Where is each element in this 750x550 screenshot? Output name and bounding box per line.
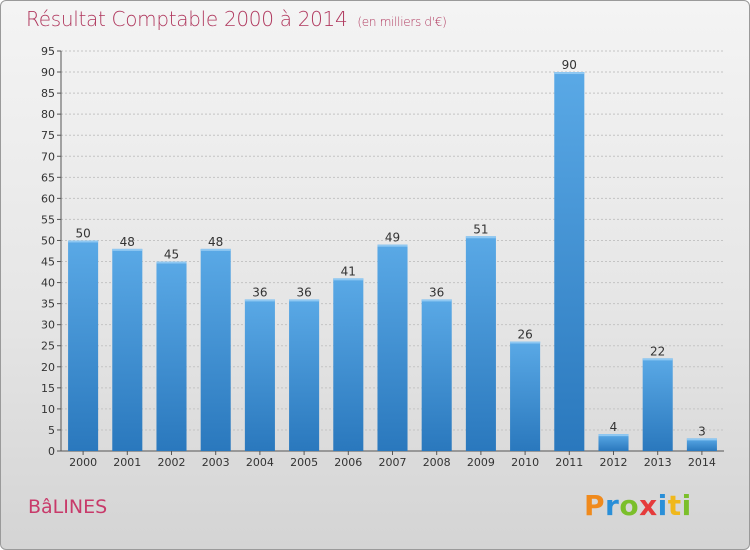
bar-highlight — [686, 438, 717, 441]
logo-letter: i — [657, 489, 668, 522]
bar — [554, 72, 585, 451]
y-tick-label: 10 — [41, 403, 55, 416]
bar-value-label: 22 — [650, 344, 665, 358]
x-tick-label: 2007 — [379, 456, 407, 469]
y-tick-label: 60 — [41, 192, 55, 205]
x-tick-label: 2012 — [600, 456, 628, 469]
x-tick-label: 2000 — [69, 456, 97, 469]
y-tick-label: 40 — [41, 277, 55, 290]
y-tick-label: 55 — [41, 213, 55, 226]
bar-value-label: 50 — [75, 226, 90, 240]
y-tick-label: 65 — [41, 171, 55, 184]
chart-title: Résultat Comptable 2000 à 2014 (en millie… — [26, 7, 447, 31]
bar-highlight — [554, 72, 585, 75]
logo-letter: o — [619, 489, 640, 522]
x-tick-label: 2003 — [202, 456, 230, 469]
bar — [465, 236, 496, 451]
bar-value-label: 26 — [517, 328, 532, 342]
x-tick-label: 2008 — [423, 456, 451, 469]
title-text: Résultat Comptable 2000 à 2014 — [26, 7, 348, 31]
y-tick-label: 85 — [41, 87, 55, 100]
commune-name: BâLINES — [28, 496, 108, 518]
logo-letter: P — [584, 489, 606, 522]
bar-value-label: 36 — [252, 285, 267, 299]
bar-highlight — [289, 299, 320, 302]
bar — [421, 299, 452, 451]
logo-letter: i — [681, 489, 692, 522]
y-tick-label: 75 — [41, 129, 55, 142]
bar-value-label: 48 — [120, 235, 135, 249]
x-tick-label: 2014 — [688, 456, 716, 469]
bar-highlight — [642, 358, 673, 361]
bar — [112, 248, 143, 451]
y-tick-label: 80 — [41, 108, 55, 121]
grid-lines — [61, 50, 724, 431]
x-tick-label: 2005 — [290, 456, 318, 469]
value-labels: 50 48 45 48 36 36 41 49 36 51 26 90 4 22 3 — [75, 58, 705, 438]
x-tick-label: 2011 — [555, 456, 583, 469]
bar-value-label: 45 — [164, 248, 179, 262]
bars — [68, 72, 717, 451]
bar — [244, 299, 275, 451]
bar-value-label: 4 — [610, 420, 618, 434]
bar-highlight — [421, 299, 452, 302]
x-tick-label: 2002 — [158, 456, 186, 469]
x-tick-label: 2009 — [467, 456, 495, 469]
x-tick-label: 2013 — [644, 456, 672, 469]
bar — [156, 261, 187, 451]
bar-value-label: 41 — [341, 264, 356, 278]
y-tick-label: 35 — [41, 298, 55, 311]
x-tick-label: 2001 — [113, 456, 141, 469]
bar-value-label: 49 — [385, 231, 400, 245]
tick-labels: 0 5 10 15 20 25 30 35 40 45 50 55 60 65 70 75 80 85 90 95 20… — [41, 45, 716, 469]
proxiti-logo: Proxiti — [584, 489, 692, 522]
y-tick-label: 50 — [41, 234, 55, 247]
bar-highlight — [156, 261, 187, 264]
y-tick-label: 45 — [41, 256, 55, 269]
bar-value-label: 36 — [296, 285, 311, 299]
chart-subtitle: (en milliers d'€) — [357, 15, 447, 29]
bar — [333, 278, 364, 451]
bar-value-label: 3 — [698, 424, 706, 438]
bar-value-label: 36 — [429, 285, 444, 299]
y-tick-label: 25 — [41, 340, 55, 353]
bar — [510, 341, 541, 451]
y-tick-label: 5 — [48, 424, 55, 437]
bar — [686, 438, 717, 451]
y-tick-label: 30 — [41, 319, 55, 332]
logo-letter: r — [605, 489, 620, 522]
y-tick-label: 15 — [41, 382, 55, 395]
x-tick-label: 2006 — [334, 456, 362, 469]
bar-highlight — [377, 244, 408, 247]
bar-highlight — [465, 236, 496, 239]
bar-value-label: 51 — [473, 222, 488, 236]
bar-highlight — [333, 278, 364, 281]
x-tick-label: 2010 — [511, 456, 539, 469]
bar — [68, 240, 99, 451]
bar — [377, 244, 408, 451]
y-tick-label: 90 — [41, 66, 55, 79]
bar-highlight — [200, 248, 231, 251]
bar-highlight — [112, 248, 143, 251]
bar-value-label: 48 — [208, 235, 223, 249]
bar-highlight — [598, 434, 629, 437]
y-tick-label: 70 — [41, 150, 55, 163]
bar — [200, 248, 231, 451]
y-tick-label: 95 — [41, 45, 55, 58]
bar — [642, 358, 673, 451]
bar-highlight — [510, 341, 541, 344]
bar-highlight — [244, 299, 275, 302]
logo-letter: t — [667, 489, 682, 522]
logo-letter: x — [639, 489, 658, 522]
x-tick-label: 2004 — [246, 456, 274, 469]
bar — [598, 434, 629, 451]
bar-value-label: 90 — [562, 58, 577, 72]
y-tick-label: 0 — [48, 445, 55, 458]
bar — [289, 299, 320, 451]
bar-highlight — [68, 240, 99, 243]
y-tick-label: 20 — [41, 361, 55, 374]
